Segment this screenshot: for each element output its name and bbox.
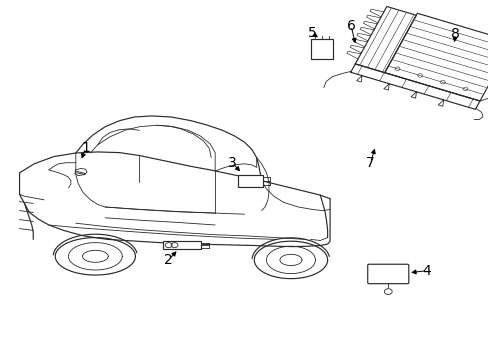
Text: 1: 1	[81, 141, 90, 155]
FancyBboxPatch shape	[311, 39, 332, 59]
FancyBboxPatch shape	[367, 264, 408, 284]
Text: 7: 7	[366, 156, 374, 170]
Text: 4: 4	[421, 264, 430, 278]
Text: 3: 3	[227, 156, 236, 170]
Text: 5: 5	[307, 26, 316, 40]
FancyBboxPatch shape	[238, 175, 262, 187]
Text: 8: 8	[450, 27, 459, 41]
Text: 2: 2	[164, 253, 173, 267]
FancyBboxPatch shape	[163, 241, 201, 249]
Text: 6: 6	[346, 19, 355, 33]
